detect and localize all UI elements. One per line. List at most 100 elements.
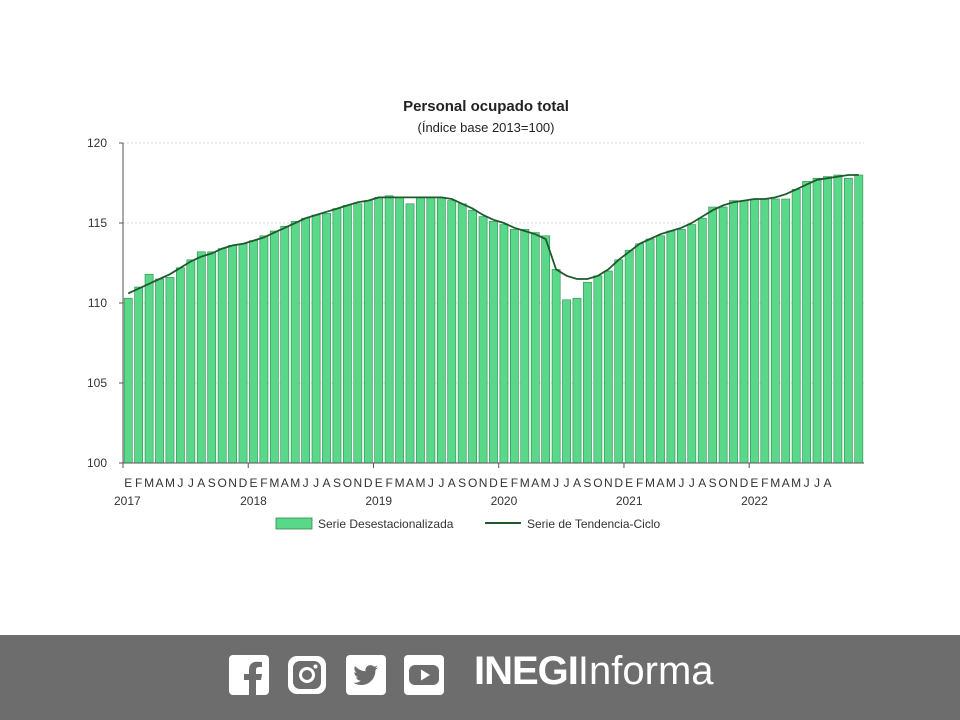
- x-month-label: J: [804, 476, 810, 490]
- x-month-label: J: [678, 476, 684, 490]
- x-month-label: M: [144, 476, 154, 490]
- y-tick-label: 120: [87, 136, 107, 150]
- x-month-label: A: [156, 476, 164, 490]
- x-month-label: F: [636, 476, 643, 490]
- x-month-label: J: [564, 476, 570, 490]
- bar: [123, 297, 133, 464]
- bar: [666, 230, 676, 464]
- chart-title: Personal ocupado total: [403, 98, 569, 115]
- bar: [374, 197, 384, 464]
- x-month-label: F: [761, 476, 768, 490]
- x-month-label: J: [313, 476, 319, 490]
- bar: [395, 197, 404, 464]
- x-month-label: J: [438, 476, 444, 490]
- bar: [572, 297, 582, 464]
- bar: [269, 230, 279, 464]
- x-month-label: F: [260, 476, 267, 490]
- x-month-label: M: [415, 476, 425, 490]
- bar: [739, 200, 749, 464]
- bar: [165, 277, 175, 464]
- x-month-label: N: [353, 476, 362, 490]
- x-month-label: E: [750, 476, 758, 490]
- x-month-label: F: [385, 476, 392, 490]
- x-month-label: S: [208, 476, 216, 490]
- y-tick-label: 100: [87, 456, 107, 470]
- bar: [854, 174, 864, 464]
- x-month-label: J: [177, 476, 183, 490]
- bar: [583, 281, 592, 464]
- bar: [489, 221, 498, 464]
- bar: [760, 198, 770, 464]
- x-month-label: E: [124, 476, 132, 490]
- bar: [635, 243, 644, 464]
- bar: [384, 195, 394, 464]
- x-month-label: A: [573, 476, 581, 490]
- legend-label-line: Serie de Tendencia-Ciclo: [527, 517, 661, 531]
- x-year-label: 2021: [616, 494, 643, 508]
- bar: [823, 176, 832, 464]
- x-month-label: O: [468, 476, 477, 490]
- bar: [249, 240, 258, 464]
- bar: [353, 203, 363, 464]
- x-month-label: M: [290, 476, 300, 490]
- x-year-label: 2020: [491, 494, 518, 508]
- x-year-label: 2022: [741, 494, 768, 508]
- bar: [186, 259, 196, 464]
- x-month-label: O: [718, 476, 727, 490]
- x-month-label: E: [625, 476, 633, 490]
- bar: [436, 197, 446, 464]
- bar: [155, 278, 164, 464]
- bar: [614, 259, 624, 464]
- x-month-label: D: [364, 476, 373, 490]
- x-month-label: A: [823, 476, 831, 490]
- x-month-label: O: [343, 476, 352, 490]
- bar: [322, 213, 331, 464]
- twitter-icon[interactable]: [346, 655, 386, 695]
- y-tick-label: 115: [88, 216, 107, 230]
- x-month-label: A: [782, 476, 790, 490]
- x-month-label: N: [604, 476, 613, 490]
- bar: [603, 270, 613, 464]
- x-month-label: A: [197, 476, 205, 490]
- bar: [520, 229, 530, 464]
- instagram-icon[interactable]: [287, 655, 327, 695]
- bar: [259, 235, 269, 464]
- x-month-label: S: [458, 476, 466, 490]
- x-month-label: A: [406, 476, 414, 490]
- y-tick-label: 105: [87, 376, 107, 390]
- bar: [468, 209, 477, 464]
- bar: [207, 251, 217, 464]
- legend-label-bars: Serie Desestacionalizada: [318, 517, 454, 531]
- bar: [426, 197, 436, 464]
- x-month-label: D: [740, 476, 749, 490]
- bar: [676, 229, 686, 464]
- x-month-label: J: [188, 476, 194, 490]
- facebook-icon[interactable]: [229, 655, 269, 695]
- x-month-label: J: [553, 476, 559, 490]
- x-month-label: O: [217, 476, 226, 490]
- bar: [238, 243, 248, 464]
- x-month-label: J: [689, 476, 695, 490]
- bar: [530, 232, 540, 464]
- brand-light-text: Informa: [577, 649, 714, 693]
- x-month-label: A: [531, 476, 539, 490]
- x-month-label: D: [489, 476, 498, 490]
- bar: [447, 200, 457, 464]
- x-month-label: S: [709, 476, 717, 490]
- chart-area: Personal ocupado total (Índice base 2013…: [87, 98, 864, 531]
- bar: [541, 235, 551, 464]
- x-month-label: S: [333, 476, 341, 490]
- bar: [687, 224, 697, 464]
- bar: [343, 205, 352, 464]
- x-month-label: M: [520, 476, 530, 490]
- youtube-icon[interactable]: [404, 655, 444, 695]
- bar: [416, 197, 425, 464]
- bar: [551, 269, 561, 464]
- bar: [144, 273, 154, 464]
- x-month-label: N: [479, 476, 488, 490]
- x-month-label: J: [814, 476, 820, 490]
- inegi-informa-logo[interactable]: INEGIInforma: [474, 649, 714, 699]
- x-month-label: M: [165, 476, 175, 490]
- bar: [562, 299, 571, 464]
